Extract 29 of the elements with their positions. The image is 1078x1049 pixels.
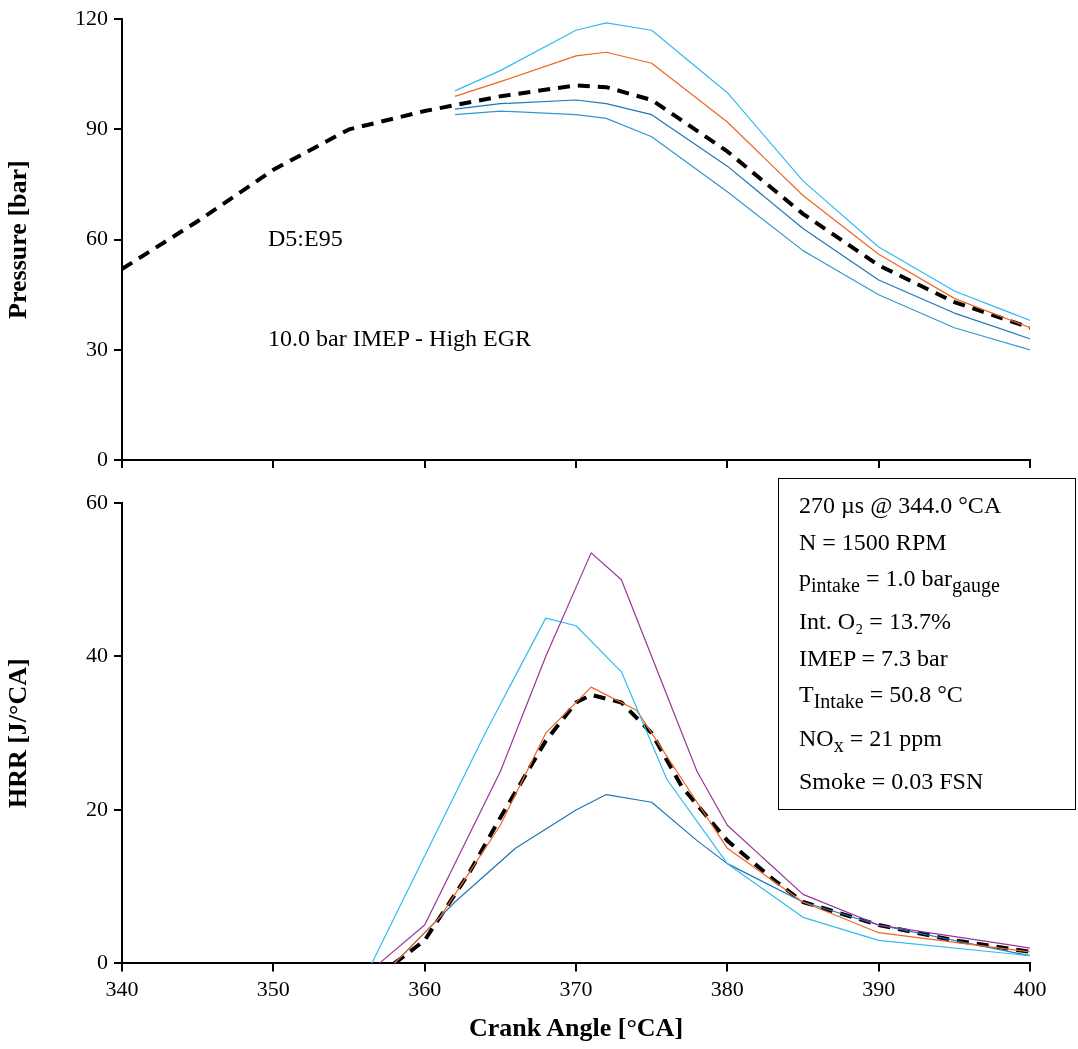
y-tick-label: 60 bbox=[86, 225, 108, 251]
x-tick-label: 390 bbox=[862, 976, 896, 1002]
annotation: D5:E95 bbox=[268, 225, 343, 252]
y-axis-title: HRR [J/°CA] bbox=[3, 658, 33, 809]
y-tick-label: 30 bbox=[86, 335, 108, 361]
x-axis-title: Crank Angle [°CA] bbox=[468, 1013, 684, 1043]
y-tick-label: 0 bbox=[97, 949, 108, 975]
annotation: Int. O₂ = 13.7% bbox=[799, 607, 952, 637]
x-tick-label: 360 bbox=[408, 976, 442, 1002]
y-tick-label: 20 bbox=[86, 795, 108, 821]
y-tick-label: 40 bbox=[86, 642, 108, 668]
x-tick-label: 350 bbox=[256, 976, 290, 1002]
annotation: T$_{Intake}$ = 50.8 °C bbox=[799, 680, 964, 715]
annotation: IMEP = 7.3 bar bbox=[799, 643, 949, 673]
x-tick-label: 400 bbox=[1013, 976, 1047, 1002]
y-tick-label: 90 bbox=[86, 115, 108, 141]
y-axis-title: Pressure [bar] bbox=[3, 160, 33, 319]
y-tick-label: 120 bbox=[75, 4, 108, 30]
x-tick-label: 340 bbox=[105, 976, 139, 1002]
x-tick-label: 380 bbox=[710, 976, 744, 1002]
annotation: 10.0 bar IMEP - High EGR bbox=[268, 325, 532, 352]
y-tick-label: 0 bbox=[97, 445, 108, 471]
annotation: NO$_{x}$ = 21 ppm bbox=[799, 723, 943, 758]
annotation: N = 1500 RPM bbox=[799, 527, 948, 557]
annotation: Smoke = 0.03 FSN bbox=[799, 766, 985, 796]
annotation: p$_{intake}$ = 1.0 bar$_{gauge}$ bbox=[799, 564, 1001, 599]
x-tick-label: 370 bbox=[559, 976, 593, 1002]
annotation: 270 µs @ 344.0 °CA bbox=[799, 491, 1003, 520]
y-tick-label: 60 bbox=[86, 488, 108, 514]
